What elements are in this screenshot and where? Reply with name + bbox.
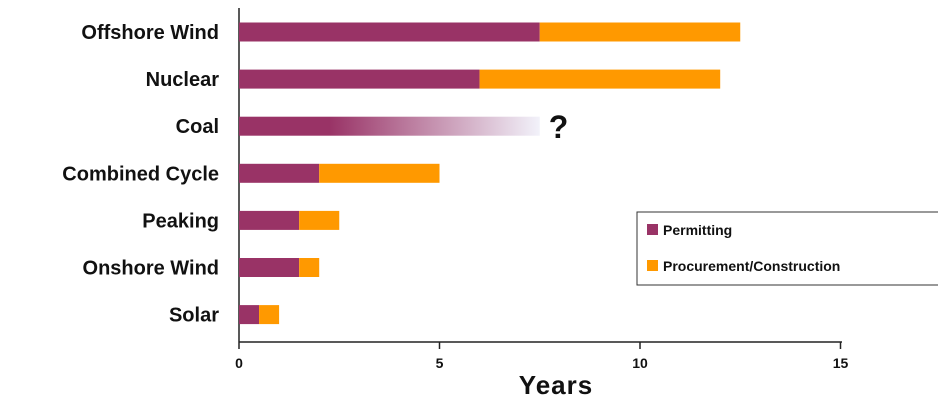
x-tick-label-15: 15 (833, 355, 849, 371)
category-label-peaking: Peaking (142, 210, 219, 232)
x-tick-label-5: 5 (436, 355, 444, 371)
legend-label-procurement-construction: Procurement/Construction (663, 258, 840, 274)
bar-offshore-wind-procurement-construction (539, 22, 741, 42)
category-label-coal: Coal (176, 116, 219, 138)
bar-nuclear-procurement-construction (479, 69, 721, 89)
x-axis-title: Years (519, 370, 593, 400)
bar-offshore-wind-permitting (239, 22, 540, 42)
bar-solar-procurement-construction (259, 305, 280, 325)
category-label-combined-cycle: Combined Cycle (62, 163, 219, 185)
legend: Permitting Procurement/Construction (636, 211, 938, 286)
x-tick-label-0: 0 (235, 355, 243, 371)
bar-peaking-permitting (239, 210, 300, 230)
legend-label-permitting: Permitting (663, 222, 732, 238)
bar-combined-cycle-permitting (239, 163, 320, 183)
bar-combined-cycle-procurement-construction (319, 163, 440, 183)
bar-nuclear-permitting (239, 69, 480, 89)
category-label-onshore-wind: Onshore Wind (83, 258, 219, 280)
category-label-solar: Solar (169, 305, 219, 327)
bar-onshore-wind-procurement-construction (299, 258, 320, 277)
x-tick-label-10: 10 (632, 355, 648, 371)
bar-peaking-procurement-construction (299, 210, 340, 230)
legend-swatch-procurement-construction (647, 260, 658, 271)
annotation-coal: ? (549, 109, 569, 145)
legend-box (636, 211, 938, 286)
bar-coal-permitting (239, 116, 540, 136)
bar-solar-permitting (239, 305, 260, 325)
category-label-nuclear: Nuclear (146, 69, 220, 91)
legend-swatch-permitting (647, 224, 658, 235)
bar-onshore-wind-permitting (239, 258, 300, 277)
category-label-offshore-wind: Offshore Wind (81, 22, 219, 44)
